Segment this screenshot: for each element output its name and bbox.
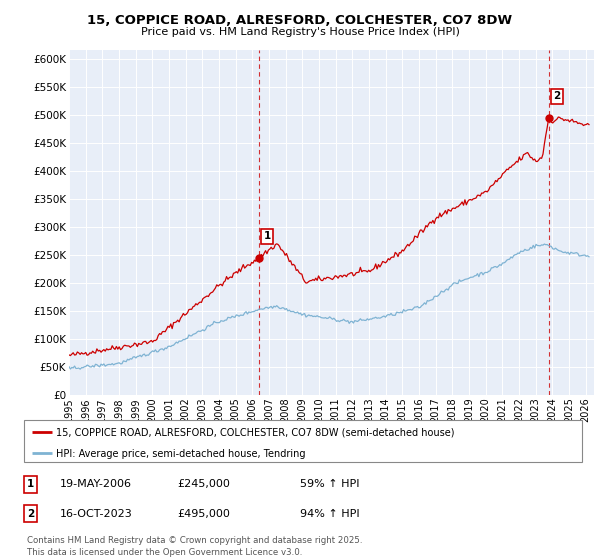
FancyBboxPatch shape [24, 420, 582, 462]
Text: Contains HM Land Registry data © Crown copyright and database right 2025.
This d: Contains HM Land Registry data © Crown c… [27, 536, 362, 557]
Text: 59% ↑ HPI: 59% ↑ HPI [300, 479, 359, 489]
Text: 19-MAY-2006: 19-MAY-2006 [60, 479, 132, 489]
Text: Price paid vs. HM Land Registry's House Price Index (HPI): Price paid vs. HM Land Registry's House … [140, 27, 460, 37]
Text: 15, COPPICE ROAD, ALRESFORD, COLCHESTER, CO7 8DW: 15, COPPICE ROAD, ALRESFORD, COLCHESTER,… [88, 14, 512, 27]
Text: 2: 2 [27, 508, 34, 519]
Text: 15, COPPICE ROAD, ALRESFORD, COLCHESTER, CO7 8DW (semi-detached house): 15, COPPICE ROAD, ALRESFORD, COLCHESTER,… [56, 428, 455, 437]
Text: 2: 2 [554, 91, 561, 101]
Text: HPI: Average price, semi-detached house, Tendring: HPI: Average price, semi-detached house,… [56, 449, 306, 459]
Text: 16-OCT-2023: 16-OCT-2023 [60, 508, 133, 519]
Text: 1: 1 [27, 479, 34, 489]
Text: £245,000: £245,000 [177, 479, 230, 489]
Text: 1: 1 [263, 231, 271, 241]
Text: £495,000: £495,000 [177, 508, 230, 519]
Text: 94% ↑ HPI: 94% ↑ HPI [300, 508, 359, 519]
